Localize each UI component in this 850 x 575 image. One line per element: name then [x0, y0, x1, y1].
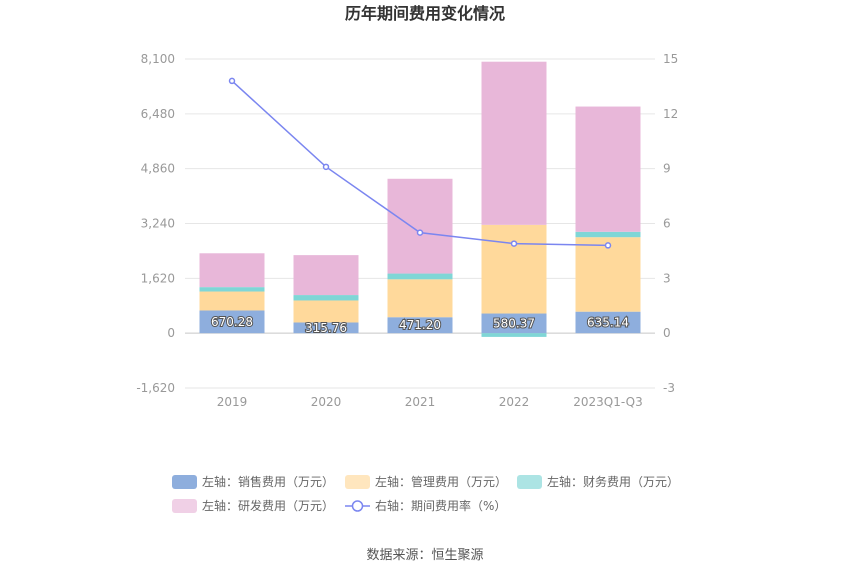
bar-segment [575, 311, 641, 334]
y-right-tick-label: 15 [663, 52, 678, 66]
legend-swatch [172, 475, 197, 489]
legend-label: 左轴：研发费用（万元） [202, 498, 334, 513]
legend-swatch [172, 499, 197, 513]
chart-title: 历年期间费用变化情况 [345, 4, 505, 23]
data-label: 635.14 [587, 315, 629, 329]
rate-point [416, 229, 424, 236]
rate-point [604, 242, 612, 249]
y-left-tick-label: 0 [167, 326, 175, 340]
y-left-tick-label: 4,860 [141, 162, 175, 176]
y-right-tick-label: 12 [663, 107, 678, 121]
legend-label: 右轴：期间费用率（%） [375, 498, 506, 513]
x-tick-label: 2020 [311, 395, 342, 409]
legend-label: 左轴：销售费用（万元） [202, 474, 334, 489]
legend-line-marker [351, 500, 364, 512]
data-label: 315.76 [305, 321, 347, 335]
bar-segment [387, 317, 453, 334]
source-note: 数据来源：恒生聚源 [366, 548, 483, 563]
rate-line [228, 77, 612, 249]
bar-segment [293, 295, 359, 301]
bar-segment [481, 313, 547, 334]
bar-segment [199, 291, 265, 311]
x-tick-label: 2019 [217, 395, 248, 409]
y-right-tick-label: -3 [663, 381, 675, 395]
bar-segment [199, 310, 265, 334]
data-label: 670.28 [211, 315, 253, 329]
bar-segment [293, 322, 359, 334]
y-right-tick-label: 9 [663, 162, 671, 176]
y-left-tick-label: 6,480 [141, 107, 175, 121]
bar-segment [199, 253, 265, 288]
y-right-tick-label: 6 [663, 217, 671, 231]
bar-segment [387, 178, 453, 274]
data-label: 580.37 [493, 316, 535, 330]
y-left-tick-label: 8,100 [141, 52, 175, 66]
bar-segment [481, 333, 547, 337]
data-labels: 670.28 315.76 471.20 580.37 635.14 [210, 314, 630, 336]
rate-point [228, 77, 236, 85]
y-right-tick-label: 3 [663, 271, 671, 285]
x-tick-label: 2021 [405, 395, 436, 409]
x-tick-label: 2023Q1-Q3 [573, 395, 642, 409]
bar-segment [387, 273, 453, 280]
legend-swatch [345, 475, 370, 489]
legend[interactable]: 左轴：销售费用（万元） 左轴：管理费用（万元） 左轴：财务费用（万元） 左轴：研发费用… [172, 474, 679, 513]
bar-segment [481, 224, 547, 314]
legend-label: 左轴：财务费用（万元） [547, 474, 679, 489]
rate-point [322, 163, 330, 171]
legend-swatch [517, 475, 542, 489]
y-left-tick-label: -1,620 [136, 381, 175, 395]
rate-point [510, 240, 518, 247]
bar-segment [199, 287, 265, 292]
bar-segment [575, 231, 641, 238]
legend-label: 左轴：管理费用（万元） [375, 474, 507, 489]
data-label: 471.20 [399, 318, 441, 332]
axes: 8,100 15 6,480 12 4,860 9 3,240 6 1,620 3 0 0 -1,620… [136, 52, 678, 409]
x-tick-label: 2022 [499, 395, 530, 409]
y-right-tick-label: 0 [663, 326, 671, 340]
bar-segment [293, 300, 359, 323]
y-left-tick-label: 3,240 [141, 217, 175, 231]
bar-segment [575, 106, 641, 232]
bars [199, 61, 641, 337]
bar-segment [293, 255, 359, 296]
bar-segment [481, 61, 547, 225]
bar-segment [387, 279, 453, 318]
y-left-tick-label: 1,620 [141, 271, 175, 285]
bar-segment [575, 237, 641, 312]
